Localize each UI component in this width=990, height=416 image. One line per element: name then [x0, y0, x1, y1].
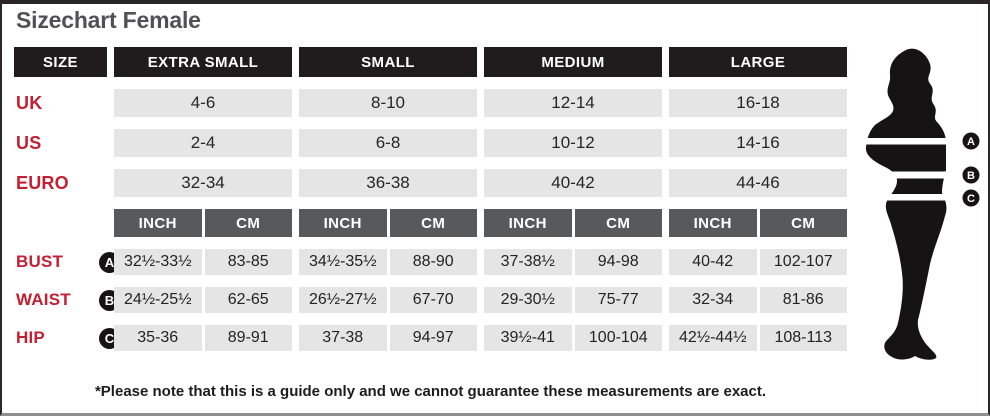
size-value-cell: 14-16 — [669, 129, 847, 157]
figure-marker-b-circle — [962, 166, 980, 184]
measurement-inch-cell: 32½-33½ — [114, 249, 202, 275]
measurement-inch-cell: 34½-35½ — [299, 249, 387, 275]
measurement-pair: 34½-35½ 88-90 — [299, 249, 477, 275]
unit-header-cm: CM — [389, 209, 477, 237]
measurement-cm-cell: 67-70 — [389, 287, 477, 313]
measurement-pair: 39½-41 100-104 — [484, 325, 662, 351]
row-label-euro: EURO — [16, 172, 69, 193]
unit-header-inch: INCH — [114, 209, 202, 237]
unit-header-pair-small: INCH CM — [299, 209, 477, 237]
measurement-cm-cell: 89-91 — [204, 325, 292, 351]
measurement-cm-cell: 94-98 — [574, 249, 662, 275]
column-header-extra-small: EXTRA SMALL — [114, 47, 292, 77]
measurement-inch-cell: 26½-27½ — [299, 287, 387, 313]
size-column-header: SIZE — [14, 47, 107, 77]
measurement-cm-cell: 83-85 — [204, 249, 292, 275]
figure-marker-a-label: A — [967, 136, 975, 148]
unit-header-inch: INCH — [484, 209, 572, 237]
row-label-waist: WAIST B — [14, 287, 120, 313]
measurement-inch-cell: 24½-25½ — [114, 287, 202, 313]
female-silhouette-figure: A B C — [854, 48, 980, 360]
unit-header-inch: INCH — [669, 209, 757, 237]
measurement-inch-cell: 40-42 — [669, 249, 757, 275]
measurement-pair: 35-36 89-91 — [114, 325, 292, 351]
measurement-label: HIP — [16, 328, 45, 347]
measurement-pair: 32-34 81-86 — [669, 287, 847, 313]
column-header-medium: MEDIUM — [484, 47, 662, 77]
measurement-inch-cell: 42½-44½ — [669, 325, 757, 351]
column-header-small: SMALL — [299, 47, 477, 77]
size-value-cell: 16-18 — [669, 89, 847, 117]
measurement-cm-cell: 108-113 — [759, 325, 847, 351]
row-label-bust: BUST A — [14, 249, 120, 275]
measurement-cm-cell: 81-86 — [759, 287, 847, 313]
size-value-cell: 8-10 — [299, 89, 477, 117]
unit-header-cm: CM — [204, 209, 292, 237]
unit-header-inch: INCH — [299, 209, 387, 237]
footnote-text: *Please note that this is a guide only a… — [94, 383, 767, 400]
measurement-cm-cell: 62-65 — [204, 287, 292, 313]
measurement-cm-cell: 75-77 — [574, 287, 662, 313]
unit-header-cm: CM — [759, 209, 847, 237]
unit-row-spacer — [14, 209, 107, 237]
unit-header-cm: CM — [574, 209, 662, 237]
measurement-pair: 37-38½ 94-98 — [484, 249, 662, 275]
figure-marker-c-circle — [962, 189, 980, 207]
row-label-hip: HIP C — [14, 325, 120, 351]
column-header-large: LARGE — [669, 47, 847, 77]
measurement-inch-cell: 29-30½ — [484, 287, 572, 313]
figure-marker-a-circle — [962, 132, 980, 150]
size-value-cell: 2-4 — [114, 129, 292, 157]
row-label-uk: UK — [16, 92, 43, 113]
size-value-cell: 40-42 — [484, 169, 662, 197]
size-value-cell: 10-12 — [484, 129, 662, 157]
measurement-pair: 24½-25½ 62-65 — [114, 287, 292, 313]
measurement-pair: 40-42 102-107 — [669, 249, 847, 275]
female-silhouette — [865, 48, 947, 360]
measurement-pair: 26½-27½ 67-70 — [299, 287, 477, 313]
measurement-inch-cell: 37-38 — [299, 325, 387, 351]
measurement-inch-cell: 37-38½ — [484, 249, 572, 275]
measurement-cm-cell: 100-104 — [574, 325, 662, 351]
size-value-cell: 12-14 — [484, 89, 662, 117]
hip-gap-line — [854, 194, 956, 201]
measurement-pair: 32½-33½ 83-85 — [114, 249, 292, 275]
unit-header-pair-large: INCH CM — [669, 209, 847, 237]
size-value-cell: 4-6 — [114, 89, 292, 117]
page-title: Sizechart Female — [16, 7, 201, 33]
measurement-pair: 29-30½ 75-77 — [484, 287, 662, 313]
row-label-us: US — [16, 132, 42, 153]
measurement-inch-cell: 35-36 — [114, 325, 202, 351]
size-value-cell: 6-8 — [299, 129, 477, 157]
measurement-cm-cell: 94-97 — [389, 325, 477, 351]
measurement-cm-cell: 102-107 — [759, 249, 847, 275]
measurement-inch-cell: 32-34 — [669, 287, 757, 313]
size-table: SIZE EXTRA SMALL SMALL MEDIUM LARGE UK 4… — [14, 47, 847, 351]
figure-marker-c-label: C — [967, 193, 975, 205]
measurement-cm-cell: 88-90 — [389, 249, 477, 275]
measurement-label: WAIST — [16, 290, 71, 309]
unit-header-pair-medium: INCH CM — [484, 209, 662, 237]
measurement-pair: 42½-44½ 108-113 — [669, 325, 847, 351]
size-value-cell: 36-38 — [299, 169, 477, 197]
measurement-pair: 37-38 94-97 — [299, 325, 477, 351]
waist-gap-line — [854, 171, 956, 179]
figure-marker-b-label: B — [967, 170, 975, 182]
size-value-cell: 32-34 — [114, 169, 292, 197]
measurement-inch-cell: 39½-41 — [484, 325, 572, 351]
size-value-cell: 44-46 — [669, 169, 847, 197]
unit-header-pair-extra-small: INCH CM — [114, 209, 292, 237]
measurement-label: BUST — [16, 252, 64, 271]
bust-gap-line — [854, 138, 956, 145]
